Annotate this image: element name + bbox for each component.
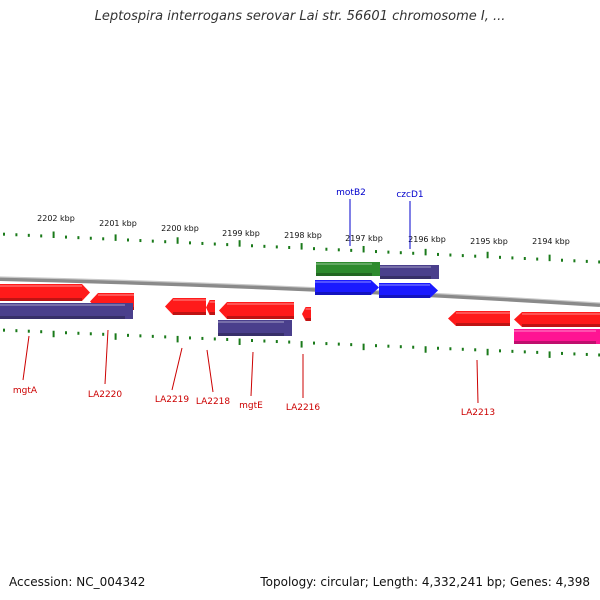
gene-czcD1-shine xyxy=(379,284,430,286)
scale-label: 2196 kbp xyxy=(408,235,446,244)
gene-label-mgtA[interactable]: mgtA xyxy=(13,386,38,396)
scale-label: 2200 kbp xyxy=(161,224,199,233)
gene-LA2216-shine xyxy=(305,308,311,310)
leader-line-LA2219 xyxy=(171,347,183,391)
gene-label-mgtE[interactable]: mgtE xyxy=(239,401,263,411)
topology-summary: Topology: circular; Length: 4,332,241 bp… xyxy=(260,575,590,589)
gene-mgtE[interactable] xyxy=(219,302,294,319)
gene-motB2-shine xyxy=(315,281,371,283)
gene-LA2213-shine xyxy=(456,312,510,314)
gene-label-LA2218[interactable]: LA2218 xyxy=(196,397,231,407)
gene-bar-green-shade xyxy=(316,273,372,276)
gene-bar-purple-top[interactable] xyxy=(380,265,439,279)
gene-bar-purple-mid-shine xyxy=(218,321,284,323)
gene-mgtE-shade xyxy=(227,316,294,319)
gene-label-LA2219[interactable]: LA2219 xyxy=(155,395,190,405)
gene-label-LA2220[interactable]: LA2220 xyxy=(88,390,123,400)
gene-red-right[interactable] xyxy=(514,312,600,327)
leader-line-mgtA xyxy=(22,335,30,381)
gene-mgtE-shine xyxy=(227,303,294,305)
gene-LA2216[interactable] xyxy=(302,307,311,321)
gene-motB2[interactable] xyxy=(315,280,379,295)
gene-LA2216-shade xyxy=(305,318,311,321)
gene-label-motB2[interactable]: motB2 xyxy=(336,188,366,198)
gene-bar-pink-shade xyxy=(514,341,596,344)
scale-label: 2194 kbp xyxy=(532,237,570,246)
gene-czcD1[interactable] xyxy=(379,283,438,298)
gene-bar-purple-mid-shade xyxy=(218,333,284,336)
gene-LA2219-shine xyxy=(173,299,206,301)
gene-bar-green-shine xyxy=(316,263,372,265)
leader-line-LA2220 xyxy=(104,329,109,385)
scale-label: 2202 kbp xyxy=(37,214,75,223)
gene-mgtA[interactable] xyxy=(0,284,90,301)
scale-label: 2201 kbp xyxy=(99,219,137,228)
gene-red-right-shine xyxy=(522,313,600,315)
chromosome-backbone-highlight xyxy=(0,276,600,304)
leader-line-LA2213 xyxy=(476,359,479,404)
gene-LA2218-shine xyxy=(209,301,215,303)
gene-LA2213[interactable] xyxy=(448,311,510,326)
gene-label-czcD1[interactable]: czcD1 xyxy=(396,190,423,200)
gene-bar-pink-shine xyxy=(514,330,596,332)
gene-bar-green[interactable] xyxy=(316,262,380,276)
gene-red-right-shade xyxy=(522,324,600,327)
scale-label: 2199 kbp xyxy=(222,229,260,238)
gene-bar-purple-top-shade xyxy=(380,276,431,279)
gene-bar-purple-top-shine xyxy=(380,266,431,268)
gene-bar-purple-left-shade xyxy=(0,316,125,319)
gene-LA2220-shine xyxy=(98,294,134,296)
gene-czcD1-shade xyxy=(379,295,430,298)
leader-line-mgtE xyxy=(250,351,254,397)
gene-mgtA-shine xyxy=(0,285,82,287)
chromosome-title: Leptospira interrogans serovar Lai str. … xyxy=(94,9,506,24)
gene-bar-purple-left[interactable] xyxy=(0,303,133,319)
gene-mgtA-shade xyxy=(0,298,82,301)
chromosome-backbone xyxy=(0,277,600,307)
leader-line-LA2218 xyxy=(206,349,214,393)
gene-LA2219-shade xyxy=(173,312,206,315)
gene-bar-purple-left-shine xyxy=(0,304,125,306)
gene-label-LA2213[interactable]: LA2213 xyxy=(461,408,495,418)
gene-label-LA2216[interactable]: LA2216 xyxy=(286,403,321,413)
accession-label: Accession: NC_004342 xyxy=(9,575,146,589)
gene-LA2213-shade xyxy=(456,323,510,326)
scale-label: 2197 kbp xyxy=(345,234,383,243)
gene-bar-purple-mid[interactable] xyxy=(218,320,292,336)
scale-label: 2198 kbp xyxy=(284,231,322,240)
gene-LA2218[interactable] xyxy=(206,300,215,315)
gene-bar-pink[interactable] xyxy=(514,329,600,344)
gene-motB2-shade xyxy=(315,292,371,295)
gene-LA2218-shade xyxy=(209,312,215,315)
scale-label: 2195 kbp xyxy=(470,237,508,246)
gene-LA2219[interactable] xyxy=(165,298,206,315)
